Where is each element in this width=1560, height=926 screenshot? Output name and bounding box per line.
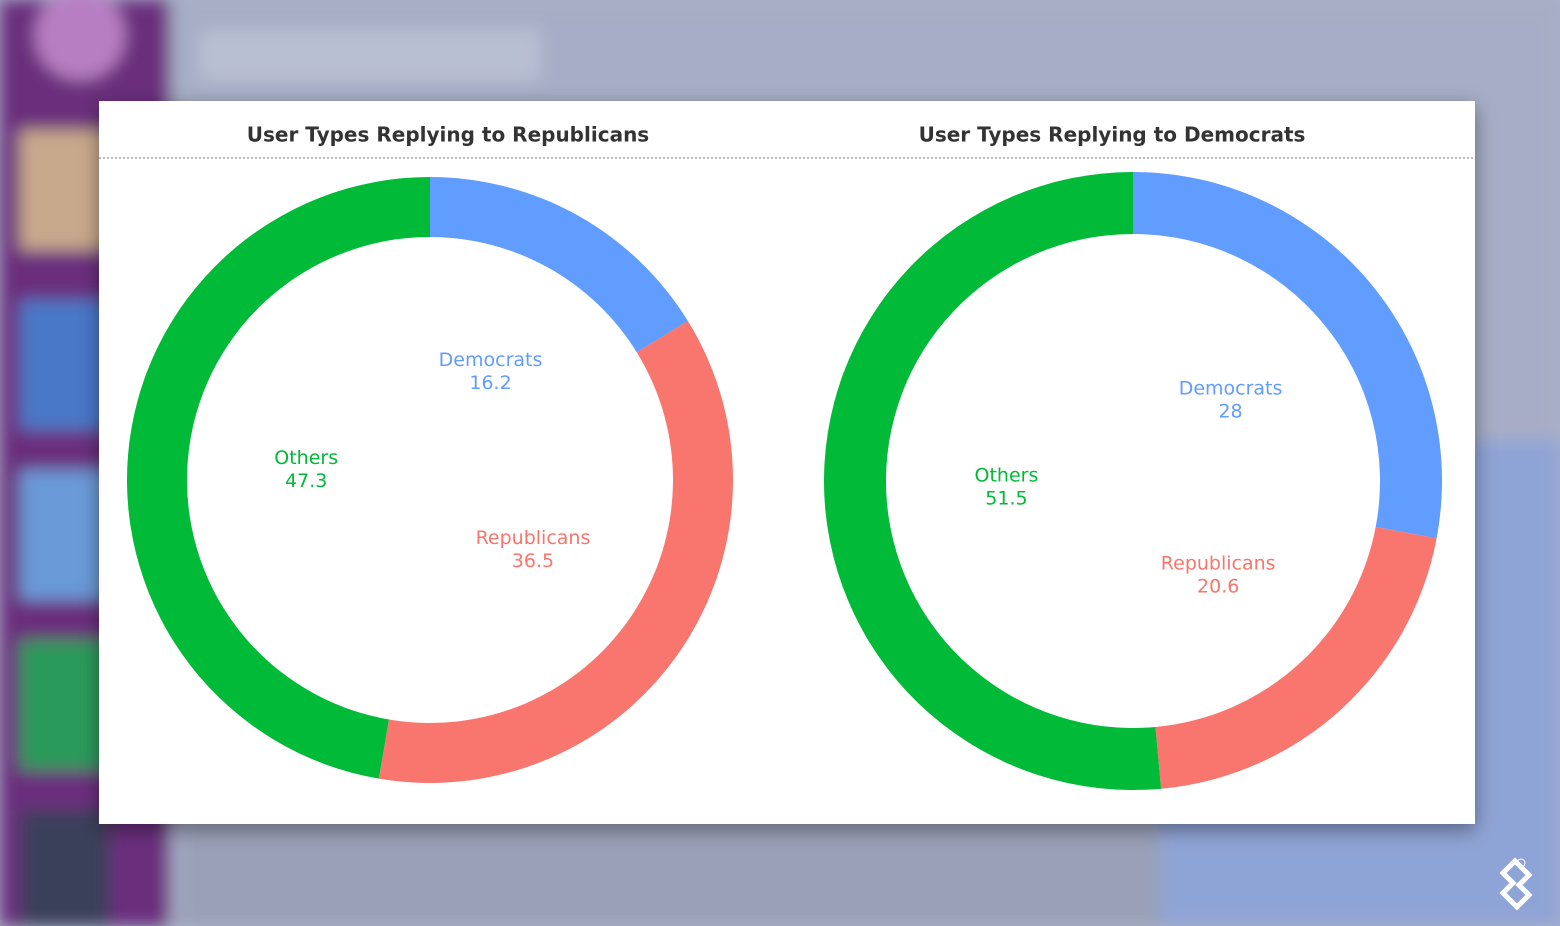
chart-title: User Types Replying to Democrats bbox=[919, 123, 1306, 147]
segment-label: Democrats bbox=[439, 349, 543, 371]
segment-label: Others bbox=[274, 447, 338, 469]
logo bbox=[1499, 857, 1533, 911]
segment-value: 28 bbox=[1218, 401, 1242, 423]
donut-segment bbox=[126, 177, 431, 779]
segment-value: 20.6 bbox=[1197, 575, 1239, 597]
donut-segment bbox=[378, 320, 734, 783]
segment-label: Republicans bbox=[476, 527, 591, 549]
donut-segment bbox=[1133, 172, 1442, 539]
segment-value: 47.3 bbox=[285, 470, 327, 492]
chart-title: User Types Replying to Republicans bbox=[247, 123, 649, 147]
donut-segment bbox=[430, 177, 688, 353]
charts: User Types Replying to Republicans Democr… bbox=[126, 123, 1442, 790]
segment-label: Republicans bbox=[1161, 552, 1276, 574]
donut-segment bbox=[824, 172, 1162, 790]
donut-segment bbox=[1155, 526, 1437, 789]
segment-value: 51.5 bbox=[985, 487, 1027, 509]
segment-value: 16.2 bbox=[469, 372, 511, 394]
segment-label: Others bbox=[975, 464, 1039, 486]
segment-value: 36.5 bbox=[512, 550, 554, 572]
segment-label: Democrats bbox=[1179, 378, 1283, 400]
